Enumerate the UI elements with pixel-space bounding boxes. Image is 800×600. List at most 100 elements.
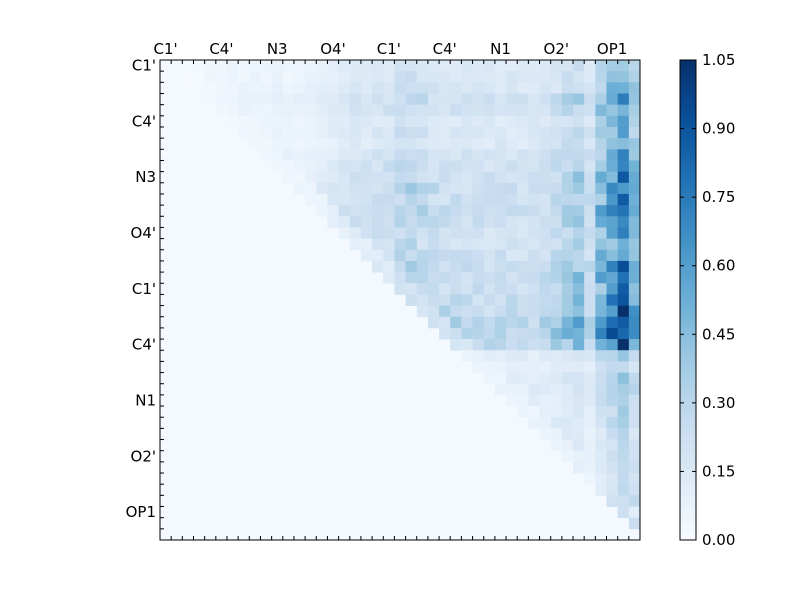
heatmap-cell (561, 450, 574, 463)
heatmap-cell (349, 104, 362, 117)
heatmap-cell (439, 249, 451, 262)
heatmap-cell (595, 283, 607, 295)
heatmap-cell (517, 272, 529, 284)
heatmap-cell (427, 316, 440, 329)
x-tick-label: OP1 (597, 40, 627, 58)
heatmap-cell (528, 316, 540, 329)
heatmap-cell (539, 71, 552, 83)
heatmap-cell (461, 138, 473, 150)
heatmap-cell (628, 417, 641, 429)
heatmap-cell (561, 272, 574, 284)
heatmap-cell (617, 461, 630, 474)
heatmap-cell (450, 283, 462, 295)
heatmap-cell (394, 216, 406, 228)
heatmap-cell (617, 394, 630, 407)
heatmap-cell (528, 126, 540, 139)
heatmap-cell (506, 383, 518, 396)
heatmap-cell (506, 372, 518, 385)
heatmap-cell (494, 60, 507, 72)
y-ticks (160, 59, 164, 541)
heatmap-cell (506, 350, 518, 362)
heatmap-cell (372, 171, 384, 184)
heatmap-cell (461, 93, 473, 106)
heatmap-cell (528, 294, 540, 306)
heatmap-cell (316, 82, 328, 94)
heatmap-cell (628, 450, 641, 463)
heatmap-cell (427, 305, 440, 318)
heatmap-cell (595, 327, 607, 340)
y-tick-label: C4' (132, 336, 156, 354)
heatmap-cell (260, 93, 273, 106)
heatmap-cell (338, 126, 351, 139)
heatmap-cell (561, 249, 574, 262)
heatmap-cell (528, 394, 540, 407)
heatmap-cell (506, 327, 518, 340)
heatmap-cell (584, 361, 596, 373)
heatmap-cell (573, 126, 585, 139)
heatmap-cell (450, 316, 462, 329)
heatmap-cell (561, 216, 574, 228)
heatmap-cell (517, 316, 529, 329)
heatmap-cell (450, 238, 462, 251)
heatmap-cell (517, 126, 529, 139)
heatmap-cell (573, 227, 585, 239)
heatmap-cell (472, 171, 485, 184)
heatmap-cell (494, 316, 507, 329)
heatmap-cell (394, 126, 406, 139)
heatmap-cell (450, 171, 462, 184)
heatmap-cell (238, 71, 250, 83)
heatmap-cell (561, 149, 574, 161)
heatmap-cell (550, 126, 563, 139)
heatmap-cell (338, 149, 351, 161)
heatmap-cell (584, 260, 596, 273)
heatmap-cell (494, 294, 507, 306)
y-tick-label: O4' (131, 224, 156, 242)
heatmap-cell (215, 104, 228, 117)
heatmap-cell (517, 249, 529, 262)
heatmap-cell (450, 115, 462, 128)
heatmap-cell (573, 406, 585, 418)
heatmap-cell (282, 171, 295, 184)
heatmap-cell (606, 450, 619, 463)
heatmap-cell (595, 417, 607, 429)
heatmap-cell (316, 104, 328, 117)
heatmap-cell (372, 249, 384, 262)
heatmap-cell (494, 238, 507, 251)
heatmap-cell (517, 260, 529, 273)
heatmap-cell (617, 238, 630, 251)
heatmap-cell (372, 126, 384, 139)
heatmap-cell (204, 60, 217, 72)
heatmap-cell (293, 171, 306, 184)
heatmap-cell (271, 126, 284, 139)
heatmap-cell (539, 350, 552, 362)
heatmap-cell (483, 339, 496, 351)
heatmap-cell (360, 104, 373, 117)
heatmap-cell (506, 316, 518, 329)
heatmap-cell (606, 182, 619, 195)
heatmap-cell (595, 260, 607, 273)
heatmap-cell (595, 138, 607, 150)
heatmap-cell (405, 249, 418, 262)
heatmap-cell (472, 216, 485, 228)
heatmap-cell (595, 182, 607, 195)
heatmap-cell (394, 149, 406, 161)
heatmap-cell (528, 372, 540, 385)
heatmap-cell (528, 182, 540, 195)
heatmap-cell (617, 417, 630, 429)
heatmap-cell (450, 305, 462, 318)
heatmap-cell (628, 316, 641, 329)
colorbar-tick-label: 0.00 (702, 531, 735, 549)
heatmap-cell (617, 305, 630, 318)
y-tick-label: N1 (135, 392, 156, 410)
heatmap-cell (394, 60, 406, 72)
heatmap-cell (584, 115, 596, 128)
heatmap-cell (427, 205, 440, 217)
heatmap-cell (561, 260, 574, 273)
heatmap-cell (293, 104, 306, 117)
heatmap-cell (561, 126, 574, 139)
heatmap-cell (439, 272, 451, 284)
heatmap-cell (628, 171, 641, 184)
heatmap-cell (595, 361, 607, 373)
heatmap-cell (427, 171, 440, 184)
heatmap-cell (539, 93, 552, 106)
